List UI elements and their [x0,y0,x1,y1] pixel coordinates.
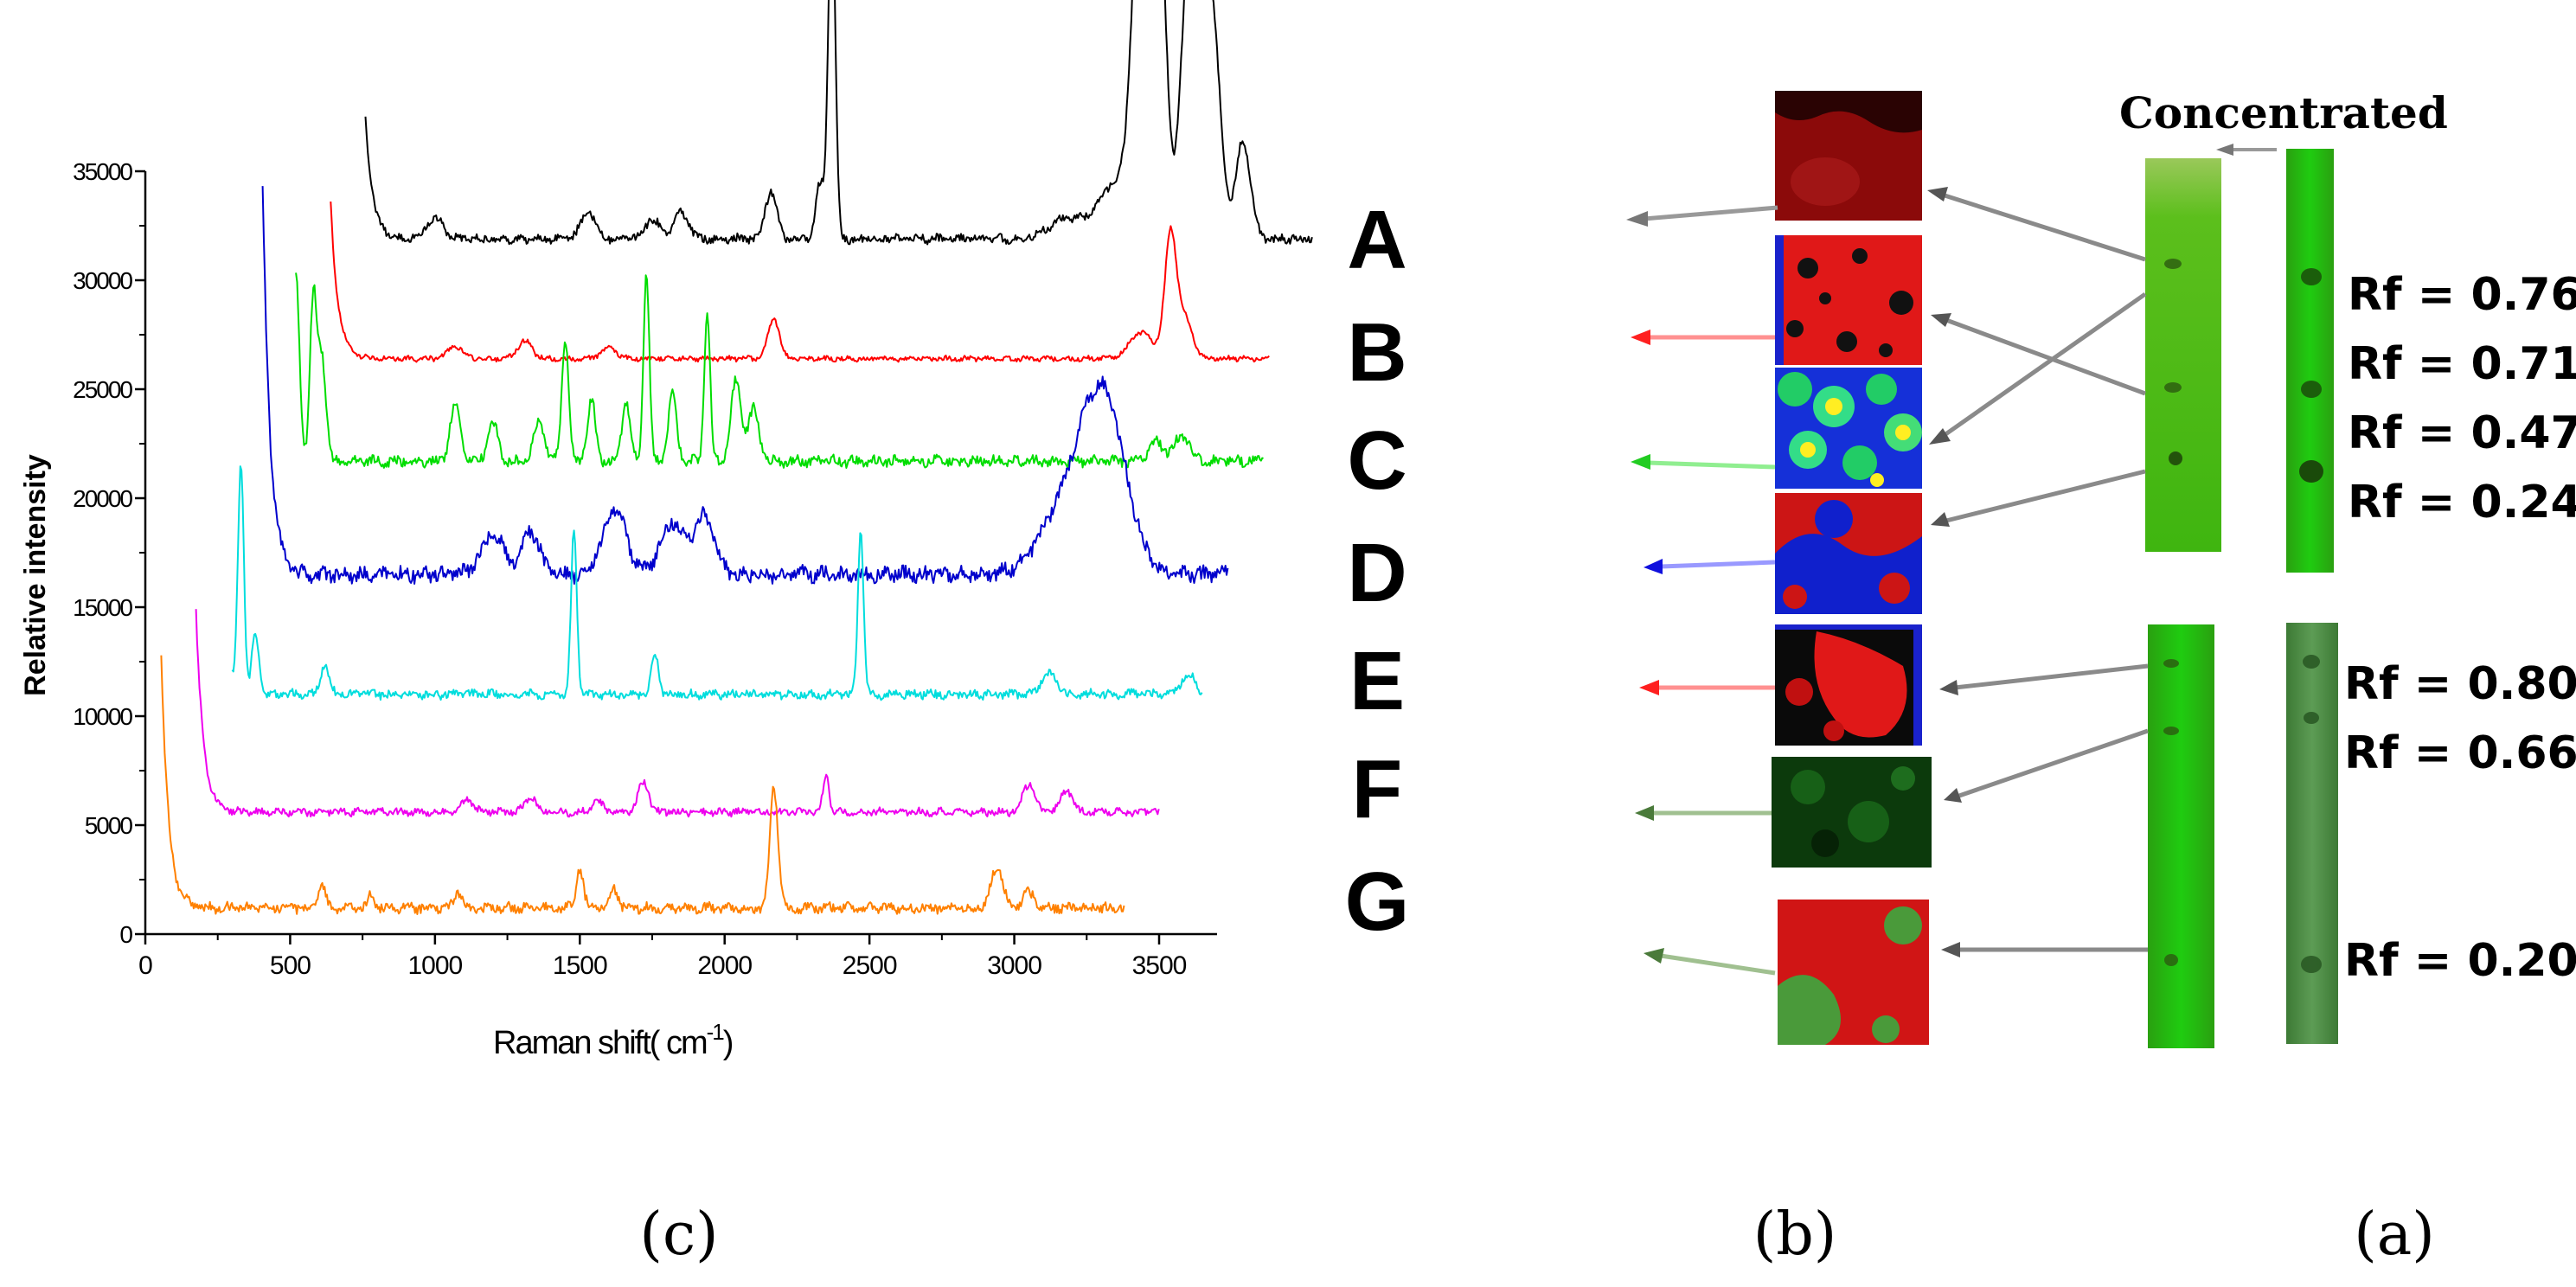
row-letter-b: B [1347,306,1407,399]
tlc-plate-top-left [2145,158,2221,552]
row-letter-f: F [1352,743,1403,836]
raman-chart: 0 500 1000 1500 2000 2500 3000 3500050001000015… [19,0,1313,1061]
tlc-plate-bottom-left [2148,624,2214,1048]
row-letters: A B C D E F G [1345,194,1410,948]
series-line-e [231,465,1203,701]
tlc-plates: Concentrated [1927,87,2576,1048]
map-e [1775,624,1922,746]
x-tick-label: 1000 [407,951,462,980]
x-tick-label: 500 [270,951,311,980]
series-line-a [364,0,1313,246]
rf-top-4: Rf = 0.24 [2348,477,2576,528]
rf-top-1: Rf = 0.76 [2348,269,2576,321]
caption-a: (a) [2354,1201,2435,1269]
map-f [1772,757,1932,868]
x-axis-label-close: ) [723,1025,733,1061]
y-tick-label: 30000 [73,267,132,294]
y-tick-label: 15000 [73,594,132,621]
x-tick-label: 3500 [1132,951,1187,980]
x-axis-label-text: Raman shift( cm [493,1025,707,1061]
arrow-a [1626,205,1778,227]
tlc-plate-top-right [2286,149,2334,573]
map-d [1775,493,1922,614]
arrow-d [1644,559,1776,574]
rf-bottom-3: Rf = 0.20 [2344,935,2576,987]
y-tick-label: 25000 [73,376,132,403]
rf-bottom-1: Rf = 0.80 [2344,658,2576,710]
x-tick-label: 2000 [697,951,752,980]
arrow-f [1635,805,1772,821]
series-line-b [330,201,1270,363]
x-axis-label: Raman shift( cm-1) [493,1019,733,1061]
y-tick-label: 0 [119,921,132,948]
concentrated-label: Concentrated [2119,87,2448,138]
chart-series [160,0,1313,915]
series-line-d [261,186,1229,585]
row-letter-e: E [1349,635,1405,727]
arrow-c [1631,454,1776,470]
map-a [1775,91,1922,221]
series-line-f [195,609,1160,818]
row-letter-c: C [1347,414,1407,507]
x-tick-label: 2500 [843,951,897,980]
x-tick-label: 1500 [553,951,607,980]
concentrated-arrow [2216,144,2277,156]
x-axis-label-sup: -1 [707,1019,725,1045]
rf-top-2: Rf = 0.71 [2348,338,2576,390]
rf-top-3: Rf = 0.47 [2348,407,2576,459]
row-letter-g: G [1345,855,1410,948]
y-tick-label: 20000 [73,485,132,512]
row-letter-d: D [1347,527,1407,619]
chart-ticks: 0 500 1000 1500 2000 2500 3000 3500050001000015… [73,158,1188,980]
tlc-plate-bottom-right [2286,623,2338,1044]
map-c [1775,368,1922,489]
x-tick-label: 3000 [987,951,1041,980]
rf-bottom-2: Rf = 0.66 [2344,727,2576,779]
caption-b: (b) [1753,1201,1837,1269]
raman-maps [1772,91,1932,1045]
plate-to-map-arrows [1940,192,2149,952]
y-axis-label: Relative intensity [19,454,52,696]
y-tick-label: 10000 [73,703,132,730]
arrow-g [1644,948,1776,976]
series-line-g [160,655,1125,915]
map-output-arrows [1626,205,1778,976]
row-letter-a: A [1347,194,1407,286]
chart-axes [144,171,1217,936]
map-g [1778,900,1929,1045]
y-tick-label: 5000 [85,812,133,839]
x-tick-label: 0 [138,951,152,980]
arrow-e [1639,680,1775,695]
caption-c: (c) [639,1201,718,1269]
series-line-c [295,272,1264,469]
arrow-b [1631,330,1775,345]
map-b [1775,235,1922,365]
y-tick-label: 35000 [73,158,132,185]
plate-to-map-arrowheads [1927,187,1962,957]
